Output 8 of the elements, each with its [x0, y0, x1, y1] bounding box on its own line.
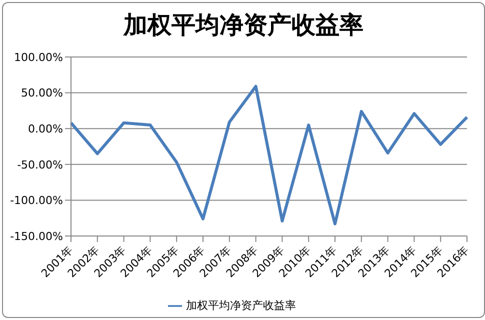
chart-title: 加权平均净资产收益率	[122, 9, 364, 41]
y-tick-label: 0.00%	[28, 122, 63, 136]
y-tick-label: -50.00%	[17, 158, 63, 172]
legend-label: 加权平均净资产收益率	[186, 299, 296, 312]
y-tick-label: -100.00%	[10, 194, 63, 208]
y-tick-label: 50.00%	[21, 86, 63, 100]
y-tick-label: 100.00%	[14, 50, 63, 64]
y-tick-label: -150.00%	[10, 230, 63, 243]
